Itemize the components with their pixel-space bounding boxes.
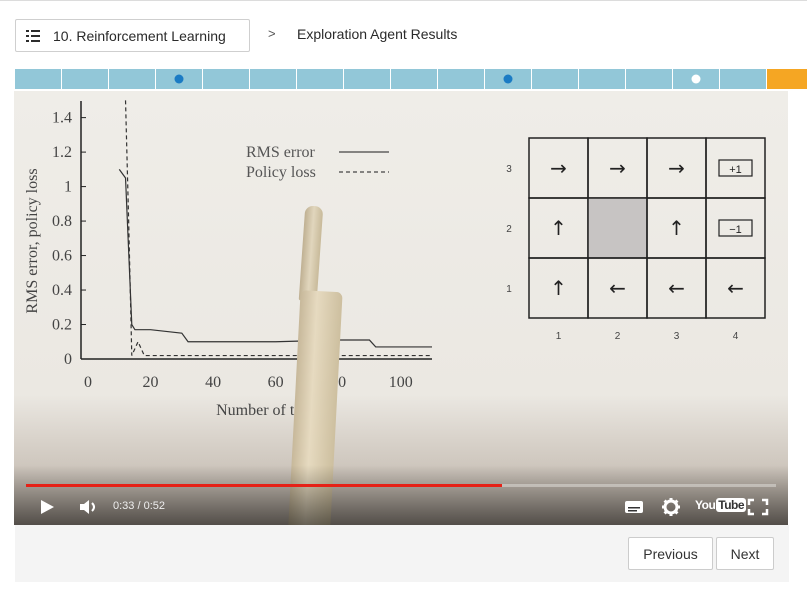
time-display: 0:33 / 0:52 bbox=[113, 500, 165, 512]
previous-button[interactable]: Previous bbox=[628, 537, 713, 570]
grid-col-label: 3 bbox=[674, 331, 680, 342]
y-tick-label: 1.4 bbox=[52, 110, 72, 127]
concept-progress-bar bbox=[15, 69, 807, 89]
youtube-logo-text: You bbox=[695, 498, 716, 512]
progress-segment[interactable] bbox=[250, 69, 297, 89]
grid-row-label: 2 bbox=[506, 224, 512, 235]
list-icon bbox=[26, 29, 40, 42]
series-line-policy-loss bbox=[124, 100, 432, 357]
policy-arrow: → bbox=[609, 156, 626, 180]
progress-segment[interactable] bbox=[109, 69, 156, 89]
policy-arrow: ↑ bbox=[550, 216, 567, 240]
progress-segment[interactable] bbox=[391, 69, 438, 89]
progress-segment[interactable] bbox=[767, 69, 807, 89]
grid-col-label: 2 bbox=[615, 331, 621, 342]
fullscreen-button[interactable] bbox=[747, 493, 769, 521]
youtube-logo-badge: Tube bbox=[716, 498, 747, 512]
lesson-menu-button[interactable]: 10. Reinforcement Learning bbox=[15, 19, 250, 52]
progress-segment[interactable] bbox=[485, 69, 532, 89]
progress-dot bbox=[174, 74, 184, 84]
video-frame bbox=[14, 91, 788, 525]
series-line-rms-error bbox=[118, 168, 432, 348]
progress-segment[interactable] bbox=[720, 69, 767, 89]
top-divider bbox=[0, 0, 807, 1]
x-tick-label: 20 bbox=[143, 374, 159, 391]
progress-dot bbox=[691, 74, 701, 84]
reward-box bbox=[718, 219, 753, 237]
grid-cell bbox=[705, 257, 766, 319]
progress-segment[interactable] bbox=[15, 69, 62, 89]
policy-arrow: → bbox=[668, 156, 685, 180]
volume-button[interactable] bbox=[78, 493, 100, 521]
y-axis-label: RMS error, policy loss bbox=[24, 168, 41, 313]
progress-segment[interactable] bbox=[297, 69, 344, 89]
lesson-footer: Previous Next bbox=[15, 525, 789, 582]
policy-arrow: ← bbox=[727, 276, 744, 300]
policy-arrow: ↑ bbox=[668, 216, 685, 240]
policy-arrow: → bbox=[550, 156, 567, 180]
next-button[interactable]: Next bbox=[716, 537, 774, 570]
settings-gear-icon bbox=[662, 498, 680, 516]
y-tick-label: 0.2 bbox=[52, 317, 72, 334]
captions-button[interactable] bbox=[624, 493, 644, 521]
grid-cell bbox=[587, 197, 648, 259]
fullscreen-icon bbox=[747, 498, 769, 516]
y-tick-label: 0.6 bbox=[52, 248, 72, 265]
volume-icon bbox=[80, 500, 95, 514]
progress-segment[interactable] bbox=[438, 69, 485, 89]
reward-label: −1 bbox=[729, 224, 742, 236]
y-tick-label: 0.4 bbox=[52, 282, 72, 299]
page-title: Exploration Agent Results bbox=[297, 26, 458, 42]
grid-row-label: 3 bbox=[506, 164, 512, 175]
progress-segment[interactable] bbox=[579, 69, 626, 89]
progress-segment[interactable] bbox=[156, 69, 203, 89]
play-button[interactable] bbox=[38, 493, 56, 521]
reward-box bbox=[718, 159, 753, 177]
progress-segment[interactable] bbox=[532, 69, 579, 89]
breadcrumb-separator: > bbox=[268, 26, 276, 41]
x-tick-label: 100 bbox=[389, 374, 413, 391]
policy-arrow: ↑ bbox=[550, 276, 567, 300]
settings-button[interactable] bbox=[661, 493, 681, 521]
x-tick-label: 0 bbox=[84, 374, 92, 391]
lesson-label: 10. Reinforcement Learning bbox=[53, 27, 226, 44]
captions-icon bbox=[625, 501, 643, 513]
progress-segment[interactable] bbox=[673, 69, 720, 89]
policy-arrow: ← bbox=[668, 276, 685, 300]
progress-segment[interactable] bbox=[203, 69, 250, 89]
progress-segment[interactable] bbox=[626, 69, 673, 89]
progress-dot bbox=[503, 74, 513, 84]
y-tick-label: 0 bbox=[64, 351, 72, 368]
y-tick-label: 0.8 bbox=[52, 213, 72, 230]
youtube-logo[interactable]: You Tube bbox=[695, 498, 747, 512]
policy-arrow: ← bbox=[609, 276, 626, 300]
x-tick-label: 60 bbox=[268, 374, 284, 391]
legend-label: Policy loss bbox=[246, 164, 316, 181]
reward-label: +1 bbox=[729, 164, 742, 176]
legend-label: RMS error bbox=[246, 144, 316, 161]
grid-row-label: 1 bbox=[506, 284, 512, 295]
y-tick-label: 1.2 bbox=[52, 144, 72, 161]
play-icon bbox=[41, 500, 54, 514]
x-tick-label: 40 bbox=[205, 374, 221, 391]
scrubber-played bbox=[26, 484, 503, 487]
progress-segment[interactable] bbox=[344, 69, 391, 89]
progress-segment[interactable] bbox=[62, 69, 109, 89]
y-tick-label: 1 bbox=[64, 179, 72, 196]
grid-col-label: 4 bbox=[733, 331, 739, 342]
video-player[interactable]: 0 0.2 0.4 0.6 0.8 1 1.2 1.4 0 20 40 60 80 100 Number o… bbox=[14, 91, 788, 525]
video-scrubber[interactable] bbox=[26, 484, 776, 487]
grid-col-label: 1 bbox=[556, 331, 562, 342]
